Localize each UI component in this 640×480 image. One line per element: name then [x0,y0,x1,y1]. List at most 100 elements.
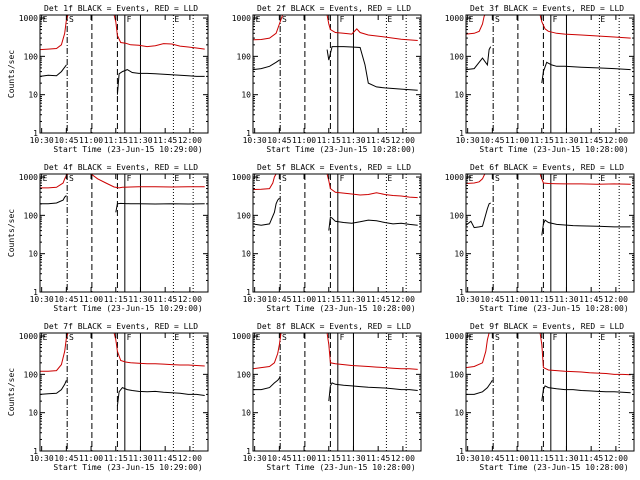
x-tick-label: 11:45 [153,454,177,463]
y-axis-label: Counts/sec [7,368,16,416]
plot-frame [39,332,209,452]
y-tick-label: 10 [454,250,464,259]
event-marker-label: E [387,15,392,24]
y-tick-label: 1 [246,288,251,297]
y-tick-label: 1000 [232,332,251,341]
x-axis-label: Start Time (23-Jun-15 10:28:00) [479,304,628,313]
y-tick-label: 1 [246,447,251,456]
x-tick-label: 12:00 [604,136,628,145]
x-tick-label: 11:45 [153,136,177,145]
x-tick-label: 11:30 [128,295,152,304]
events-series-line [39,380,205,406]
x-tick-label: 10:30 [30,136,54,145]
panel-title: Det 2f BLACK = Events, RED = LLD [257,4,411,13]
panel-title: Det 5f BLACK = Events, RED = LLD [257,163,411,172]
lld-series-line [252,173,418,199]
events-series-line [253,375,418,402]
detector-panel-4: Det 4f BLACK = Events, RED = LLD E S F E 1 10 1… [7,163,209,313]
x-tick-label: 11:15 [104,136,128,145]
detector-panel-7: Det 7f BLACK = Events, RED = LLD E S F E 1 10 1… [7,322,209,472]
event-marker-label: E [256,15,261,24]
x-tick-label: 11:30 [341,295,365,304]
x-tick-label: 11:00 [505,454,529,463]
event-marker-label: S [495,174,500,183]
x-tick-label: 10:30 [243,454,267,463]
x-tick-label: 12:00 [178,454,202,463]
y-tick-label: 1000 [445,173,464,182]
x-tick-label: 11:45 [366,454,390,463]
y-tick-label: 1000 [445,14,464,23]
x-tick-label: 11:00 [79,295,103,304]
x-tick-label: 11:45 [366,136,390,145]
event-marker-label: F [127,174,132,183]
event-marker-label: S [282,333,287,342]
y-tick-label: 100 [24,52,39,61]
event-marker-label: S [69,174,74,183]
plot-frame [39,14,209,134]
y-tick-label: 100 [24,370,39,379]
event-marker-label: F [340,15,345,24]
event-marker-label: E [600,174,605,183]
lld-series-line [465,173,631,185]
x-tick-label: 12:00 [604,295,628,304]
y-tick-label: 1000 [232,14,251,23]
events-series-line [465,202,631,236]
y-tick-label: 10 [241,250,251,259]
x-tick-label: 11:00 [292,454,316,463]
event-marker-label: E [43,174,48,183]
event-marker-label: S [495,333,500,342]
x-tick-label: 10:30 [243,295,267,304]
x-tick-label: 11:45 [579,295,603,304]
event-marker-label: F [553,15,558,24]
x-tick-label: 11:15 [104,295,128,304]
y-axis-label: Counts/sec [7,209,16,257]
panel-title: Det 7f BLACK = Events, RED = LLD [44,322,198,331]
event-marker-label: E [469,333,474,342]
x-tick-label: 12:00 [391,454,415,463]
y-tick-label: 1 [459,129,464,138]
detector-panel-3: Det 3f BLACK = Events, RED = LLD E S F E 1 10 1… [445,4,635,154]
events-series-line [252,46,418,91]
y-tick-label: 10 [241,91,251,100]
y-tick-label: 1000 [19,332,38,341]
lld-series-line [40,332,205,372]
y-tick-label: 10 [454,91,464,100]
plot-frame [252,173,422,293]
event-marker-label: E [469,174,474,183]
y-tick-label: 10 [28,91,38,100]
y-axis-label: Counts/sec [7,50,16,98]
x-tick-label: 11:45 [366,295,390,304]
x-tick-label: 12:00 [391,295,415,304]
event-marker-label: E [256,174,261,183]
y-tick-label: 100 [450,52,465,61]
event-marker-label: S [495,15,500,24]
x-axis-label: Start Time (23-Jun-15 10:28:00) [479,463,628,472]
event-marker-label: E [174,15,179,24]
x-tick-label: 11:30 [128,454,152,463]
x-tick-label: 11:15 [104,454,128,463]
x-tick-label: 11:15 [530,295,554,304]
x-axis-label: Start Time (23-Jun-15 10:29:00) [53,304,202,313]
x-axis-label: Start Time (23-Jun-15 10:28:00) [266,463,415,472]
y-tick-label: 1 [459,288,464,297]
lld-series-line [252,14,418,41]
detector-panel-2: Det 2f BLACK = Events, RED = LLD E S F E 1 10 1… [232,4,422,154]
x-tick-label: 11:45 [579,454,603,463]
plot-frame [252,332,422,452]
event-marker-label: E [600,333,605,342]
panel-title: Det 8f BLACK = Events, RED = LLD [257,322,411,331]
x-tick-label: 10:30 [456,136,480,145]
x-tick-label: 11:00 [505,136,529,145]
x-tick-label: 11:15 [317,454,341,463]
x-tick-label: 10:30 [456,454,480,463]
y-tick-label: 100 [450,370,465,379]
x-tick-label: 11:30 [341,454,365,463]
x-axis-label: Start Time (23-Jun-15 10:29:00) [53,145,202,154]
x-tick-label: 10:45 [480,295,504,304]
panel-title: Det 9f BLACK = Events, RED = LLD [470,322,624,331]
x-tick-label: 10:30 [456,295,480,304]
x-tick-label: 11:30 [128,136,152,145]
y-tick-label: 1 [33,129,38,138]
event-marker-label: S [69,333,74,342]
